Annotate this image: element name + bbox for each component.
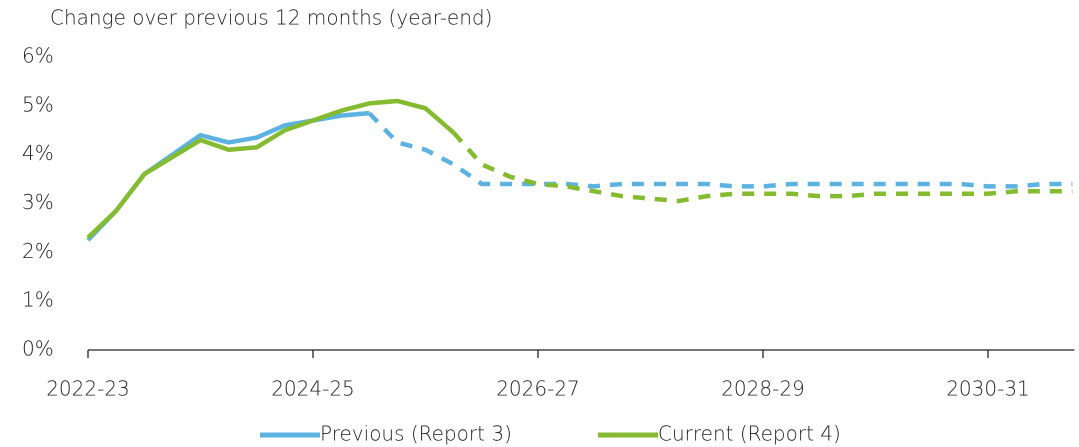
y-tick-label: 6% (22, 44, 54, 68)
x-tick-label: 2022-23 (46, 377, 130, 401)
x-tick-label: 2030-31 (946, 377, 1030, 401)
series-line (451, 131, 1073, 204)
x-tick-label: 2028-29 (721, 377, 805, 401)
series-line (86, 110, 370, 242)
legend-label: Current (Report 4) (658, 422, 841, 446)
x-tick-label: 2024-25 (271, 377, 355, 401)
y-tick-label: 1% (22, 288, 54, 312)
series-line (367, 111, 1073, 189)
y-tick-label: 4% (22, 141, 54, 165)
y-tick-label: 3% (22, 190, 54, 214)
y-tick-label: 0% (22, 337, 54, 361)
chart-title: Change over previous 12 months (year-end… (50, 6, 492, 30)
series-line (86, 98, 456, 240)
x-tick-label: 2026-27 (496, 377, 580, 401)
y-tick-label: 5% (22, 92, 54, 116)
legend-label: Previous (Report 3) (320, 422, 512, 446)
y-tick-label: 2% (22, 239, 54, 263)
